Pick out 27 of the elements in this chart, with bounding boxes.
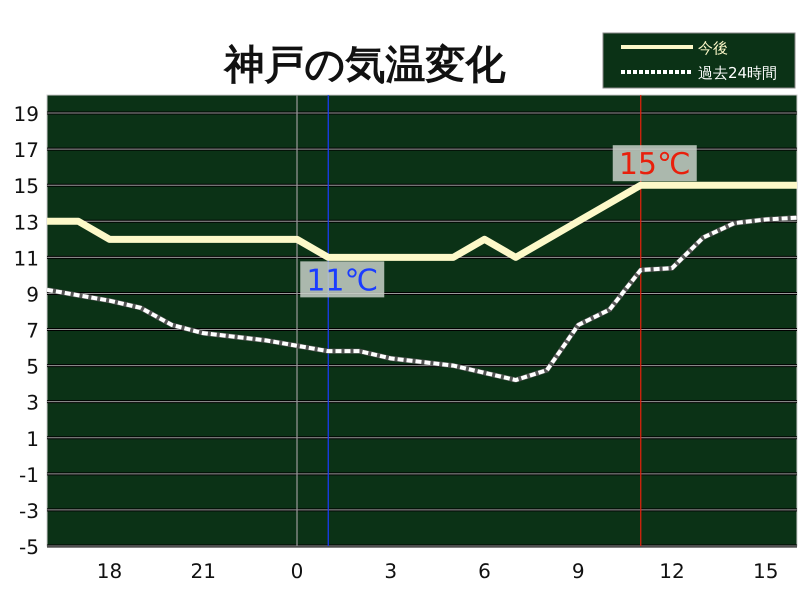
y-tick-label: -1 [19,462,39,487]
y-tick-label: 1 [26,426,39,451]
x-tick-label: 0 [290,559,304,583]
legend-label: 過去24時間 [698,64,778,82]
y-tick-label: 13 [14,210,39,234]
y-tick-label: 3 [26,390,39,415]
y-tick-label: -3 [19,498,39,523]
y-tick-label: 9 [26,282,39,306]
x-tick-label: 15 [753,559,778,583]
y-tick-label: 15 [14,174,39,198]
line-series [44,215,800,383]
y-tick-label: 7 [26,318,39,343]
y-tick-label: 17 [14,138,39,162]
x-tick-label: 9 [572,559,585,583]
annotation: 11℃ [306,263,378,298]
legend-label: 今後 [698,39,728,57]
y-tick-label: 19 [14,102,39,126]
y-tick-label: 11 [14,246,39,270]
y-tick-label: 5 [26,354,39,379]
annotation: 15℃ [618,147,691,182]
chart-title: 神戸の気温変化 [222,42,506,88]
x-tick-label: 12 [659,559,685,583]
x-tick-label: 21 [190,559,216,583]
y-tick-label: -5 [19,535,39,559]
x-tick-label: 18 [96,559,122,583]
x-tick-label: 3 [384,559,398,583]
x-tick-label: 6 [478,559,491,583]
